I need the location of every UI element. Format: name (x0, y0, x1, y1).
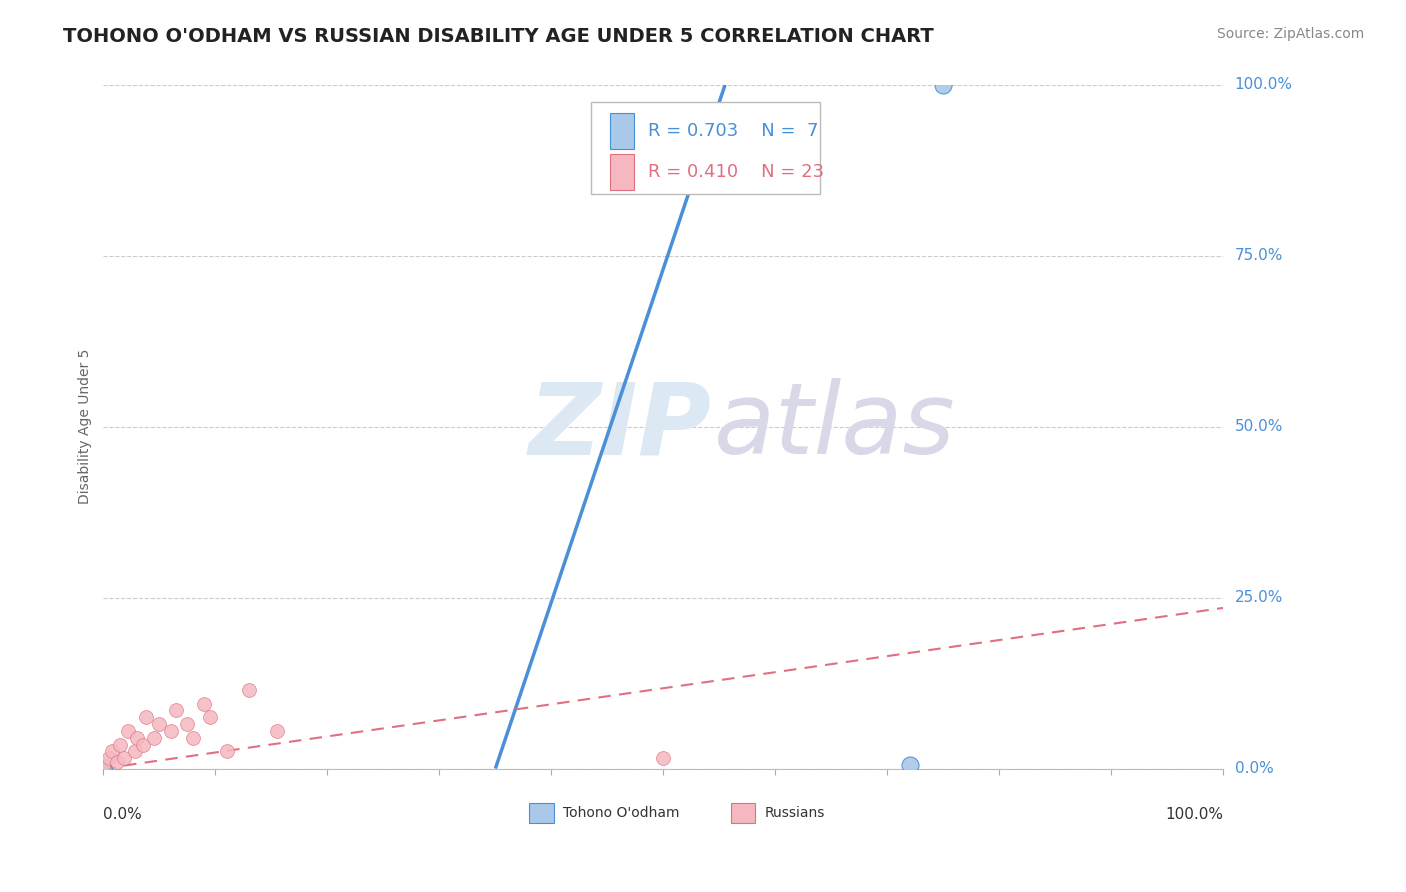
Point (165, 703, 187, 717)
Point (215, 744, 238, 758)
Text: 100.0%: 100.0% (1234, 78, 1292, 93)
Point (181, 731, 204, 745)
Text: 25.0%: 25.0% (1234, 591, 1282, 605)
Y-axis label: Disability Age Under 5: Disability Age Under 5 (79, 349, 93, 504)
Text: Source: ZipAtlas.com: Source: ZipAtlas.com (1216, 27, 1364, 41)
Point (193, 697, 215, 711)
Text: 75.0%: 75.0% (1234, 248, 1282, 263)
Text: TOHONO O'ODHAM VS RUSSIAN DISABILITY AGE UNDER 5 CORRELATION CHART: TOHONO O'ODHAM VS RUSSIAN DISABILITY AGE… (63, 27, 934, 45)
FancyBboxPatch shape (591, 102, 820, 194)
Text: Russians: Russians (765, 806, 824, 820)
Point (142, 731, 165, 745)
Text: 0.0%: 0.0% (1234, 761, 1274, 776)
Point (108, 738, 131, 752)
Text: atlas: atlas (714, 378, 956, 475)
Bar (610, 154, 634, 190)
Point (652, 751, 675, 765)
Text: 100.0%: 100.0% (1166, 807, 1223, 822)
Point (105, 755, 128, 769)
Point (266, 723, 288, 738)
Point (148, 717, 170, 731)
Text: 0.0%: 0.0% (104, 807, 142, 822)
Point (93, 762, 115, 776)
Text: ZIP: ZIP (529, 378, 711, 475)
Bar (529, 803, 554, 823)
Bar (731, 803, 755, 823)
Point (125, 731, 148, 745)
Point (898, 758, 921, 772)
Point (112, 751, 135, 765)
Point (176, 717, 198, 731)
Point (238, 682, 260, 697)
Point (93, 762, 115, 776)
Point (101, 744, 124, 758)
Point (98, 751, 121, 765)
Point (932, 78, 955, 92)
Point (93, 762, 115, 776)
Point (93, 758, 115, 772)
Text: Tohono O'odham: Tohono O'odham (562, 806, 679, 820)
Point (198, 710, 221, 724)
Point (124, 744, 146, 758)
Text: R = 0.703    N =  7: R = 0.703 N = 7 (648, 122, 818, 140)
Point (93, 762, 115, 776)
Point (135, 710, 157, 724)
Point (117, 723, 139, 738)
Point (93, 762, 115, 776)
Text: 50.0%: 50.0% (1234, 419, 1282, 434)
Point (159, 723, 181, 738)
Bar (610, 113, 634, 149)
Text: R = 0.410    N = 23: R = 0.410 N = 23 (648, 163, 824, 181)
Point (131, 738, 153, 752)
